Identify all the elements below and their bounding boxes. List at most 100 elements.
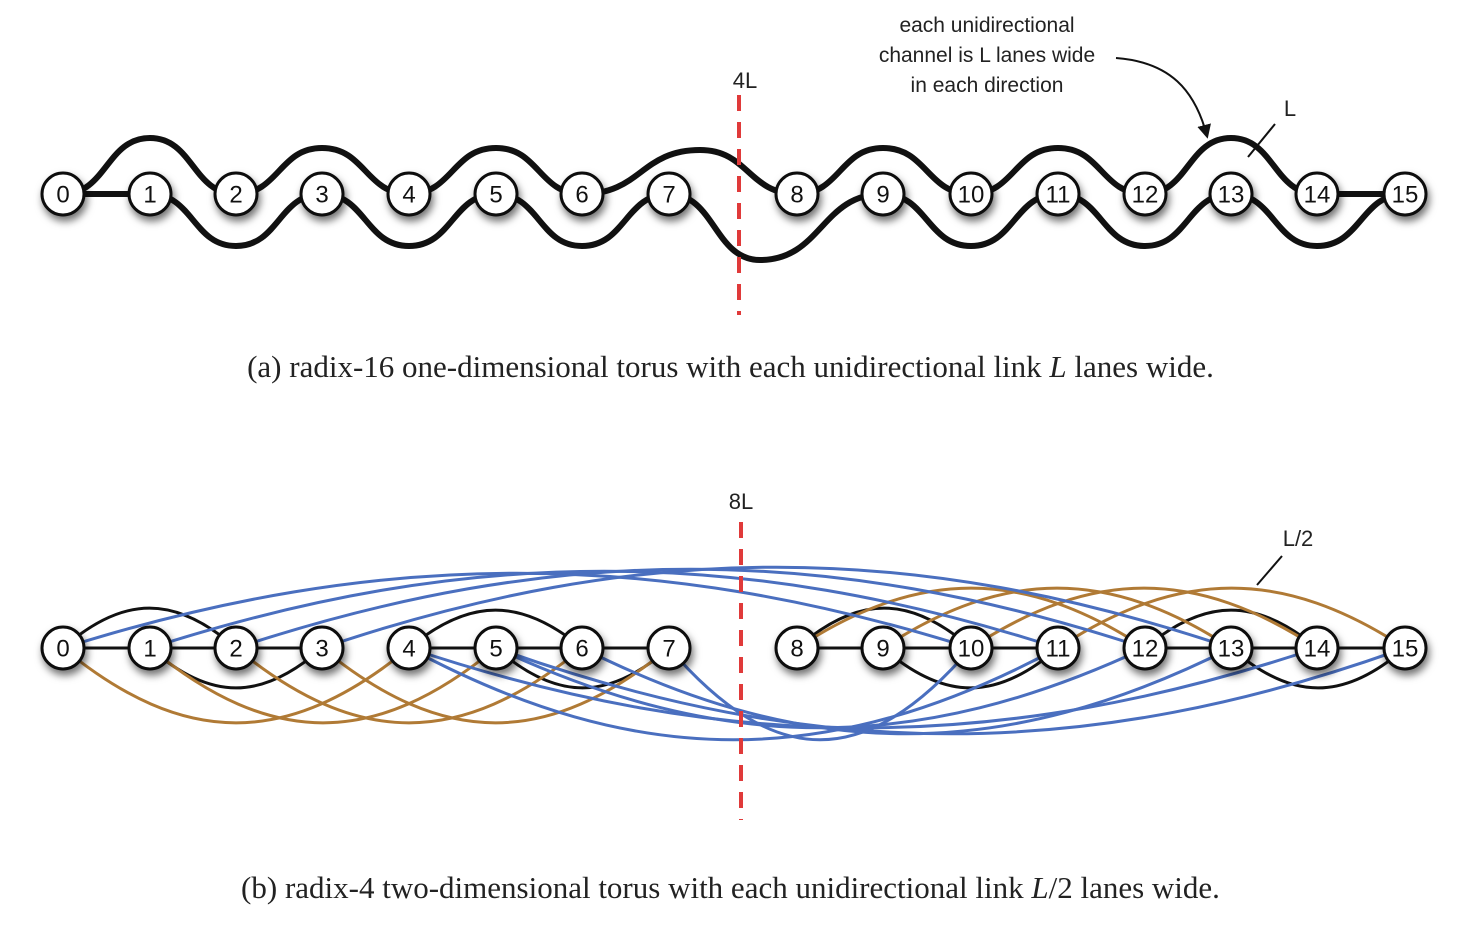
panel-a-node-15: 15	[1382, 171, 1428, 217]
node-circle	[646, 625, 692, 671]
node-circle	[1208, 171, 1254, 217]
node-circle	[1382, 625, 1428, 671]
panel-b-link-label: L/2	[1283, 526, 1314, 551]
panel-b-brown-link	[149, 646, 497, 725]
panel-a-bisection-label: 4L	[733, 68, 757, 93]
panel-b-wrap-link	[408, 608, 583, 650]
node-label: 7	[662, 182, 675, 209]
panel-a-link-label: L	[1284, 96, 1296, 121]
node-circle	[386, 171, 432, 217]
node-label: 5	[489, 636, 502, 663]
panel-b-nodes: 0 1 2 3 4 5 6 7 8 9 10 11 12 13 14 15	[40, 625, 1428, 671]
panel-b-wrap-link	[62, 606, 237, 650]
node-circle	[127, 625, 173, 671]
node-label: 8	[790, 182, 803, 209]
node-circle	[948, 625, 994, 671]
panel-b-node-2: 2	[213, 625, 259, 671]
panel-b-brown-link	[796, 586, 1146, 650]
panel-a-links	[62, 134, 1406, 264]
panel-a-node-10: 10	[948, 171, 994, 217]
panel-b-node-5: 5	[473, 625, 519, 671]
node-circle	[213, 171, 259, 217]
panel-a-link-label-leader	[1247, 123, 1276, 158]
node-circle	[1122, 171, 1168, 217]
node-label: 9	[876, 182, 889, 209]
node-circle	[1294, 171, 1340, 217]
node-circle	[860, 171, 906, 217]
panel-b-blue-link	[62, 571, 972, 650]
node-label: 6	[575, 182, 588, 209]
node-label: 11	[1046, 182, 1071, 209]
node-label: 12	[1132, 636, 1159, 663]
panel-b-brown-link	[1057, 586, 1406, 650]
node-circle	[559, 625, 605, 671]
node-label: 9	[876, 636, 889, 663]
node-label: 7	[662, 636, 675, 663]
node-circle	[473, 171, 519, 217]
node-circle	[646, 171, 692, 217]
caption-a-var: L	[1049, 349, 1067, 384]
node-circle	[1122, 625, 1168, 671]
panel-b-blue-link	[408, 646, 1059, 742]
panel-a-lower-ring-link	[149, 190, 1406, 264]
panel-b-node-4: 4	[386, 625, 432, 671]
annotation-line-3: in each direction	[911, 74, 1064, 97]
node-circle	[1382, 171, 1428, 217]
panel-b-node-0: 0	[40, 625, 86, 671]
node-label: 4	[402, 636, 415, 663]
node-label: 13	[1218, 636, 1245, 663]
node-circle	[40, 171, 86, 217]
panel-a-node-1: 1	[127, 171, 173, 217]
panel-a-caption: (a) radix-16 one-dimensional torus with …	[0, 349, 1461, 385]
caption-a-suffix: lanes wide.	[1066, 349, 1214, 384]
caption-a-prefix: (a) radix-16 one-dimensional torus with …	[247, 349, 1050, 384]
node-circle	[127, 171, 173, 217]
caption-b-var: L	[1031, 870, 1049, 905]
panel-a-node-7: 7	[646, 171, 692, 217]
panel-b-node-11: 11	[1035, 625, 1081, 671]
node-circle	[40, 625, 86, 671]
node-circle	[299, 171, 345, 217]
node-label: 2	[229, 182, 242, 209]
node-circle	[774, 625, 820, 671]
panel-a-node-3: 3	[299, 171, 345, 217]
node-label: 6	[575, 636, 588, 663]
panel-b-2d-torus: 8L L/2 0 1 2 3 4 5 6 7 8 9 10 11 12 13 14 15	[40, 489, 1428, 820]
panel-b-wrap-link	[1144, 608, 1318, 650]
panel-a-upper-ring-link	[62, 134, 1318, 198]
panel-a-node-5: 5	[473, 171, 519, 217]
node-circle	[774, 171, 820, 217]
node-circle	[1035, 171, 1081, 217]
node-circle	[948, 171, 994, 217]
node-label: 1	[143, 182, 156, 209]
panel-b-brown-link	[321, 646, 670, 725]
panel-b-wrap-link	[796, 606, 972, 650]
annotation-line-1: each unidirectional	[899, 14, 1074, 37]
panel-b-bisection-label: 8L	[729, 489, 753, 514]
panel-b-caption: (b) radix-4 two-dimensional torus with e…	[0, 870, 1461, 906]
panel-a-node-11: 11	[1035, 171, 1081, 217]
panel-b-node-8: 8	[774, 625, 820, 671]
node-label: 12	[1132, 182, 1159, 209]
panel-b-node-6: 6	[559, 625, 605, 671]
panel-a-node-2: 2	[213, 171, 259, 217]
node-label: 10	[958, 182, 985, 209]
node-label: 0	[56, 182, 69, 209]
panel-a-nodes: 0 1 2 3 4 5 6 7 8 9 10 11 12 13 14 15	[40, 171, 1428, 217]
panel-b-node-7: 7	[646, 625, 692, 671]
panel-b-node-1: 1	[127, 625, 173, 671]
panel-a-node-0: 0	[40, 171, 86, 217]
panel-b-node-10: 10	[948, 625, 994, 671]
node-circle	[386, 625, 432, 671]
panel-b-node-14: 14	[1294, 625, 1340, 671]
node-circle	[213, 625, 259, 671]
node-label: 8	[790, 636, 803, 663]
node-circle	[1035, 625, 1081, 671]
node-label: 11	[1046, 636, 1071, 663]
node-label: 13	[1218, 182, 1245, 209]
panel-b-link-label-leader	[1256, 555, 1283, 586]
panel-b-node-13: 13	[1208, 625, 1254, 671]
node-circle	[1208, 625, 1254, 671]
node-label: 10	[958, 636, 985, 663]
